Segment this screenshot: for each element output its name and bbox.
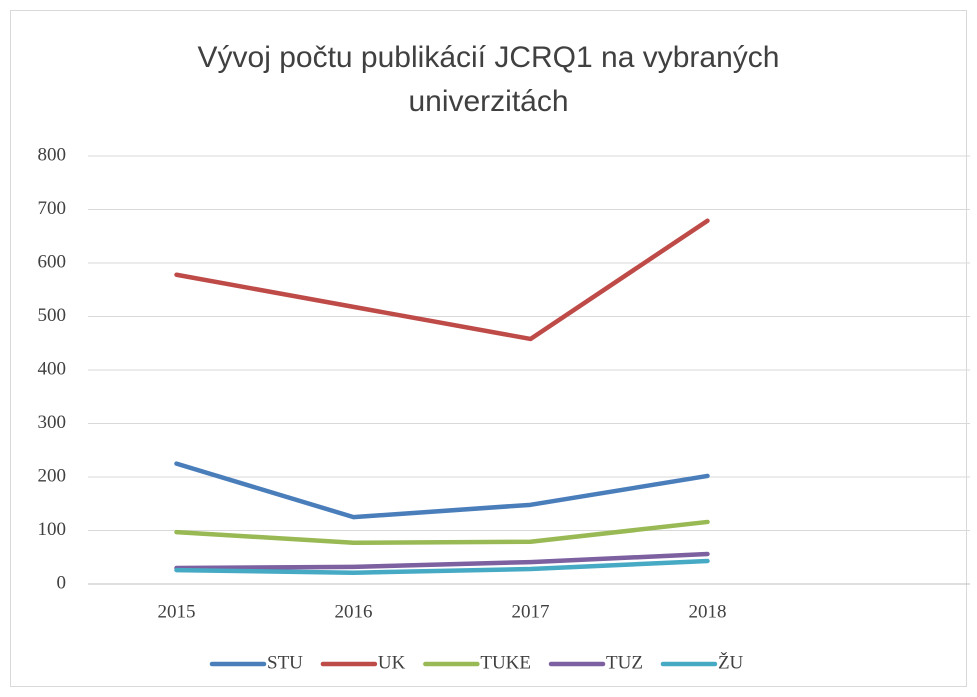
chart-title: Vývoj počtu publikácií JCRQ1 na vybranýc… xyxy=(197,41,780,118)
x-tick-label: 2015 xyxy=(158,601,196,622)
chart-frame xyxy=(10,10,967,687)
legend-label: TUZ xyxy=(606,652,643,673)
legend-label: ŽU xyxy=(718,651,744,673)
series-line xyxy=(174,519,710,546)
legend-label: UK xyxy=(378,652,406,673)
series-line xyxy=(174,558,710,576)
legend-label: STU xyxy=(267,652,303,673)
x-tick-label: 2017 xyxy=(512,601,550,622)
x-tick-label: 2018 xyxy=(689,601,727,622)
y-tick-label: 400 xyxy=(38,358,67,379)
y-tick-label: 700 xyxy=(38,198,67,219)
series-line xyxy=(174,551,710,571)
y-tick-label: 300 xyxy=(38,412,67,433)
y-tick-label: 600 xyxy=(38,251,67,272)
y-tick-label: 500 xyxy=(38,305,67,326)
y-tick-label: 100 xyxy=(38,519,67,540)
y-tick-label: 200 xyxy=(38,465,67,486)
series-line xyxy=(174,461,710,520)
legend-label: TUKE xyxy=(480,652,531,673)
y-tick-label: 0 xyxy=(57,572,67,593)
y-tick-label: 800 xyxy=(38,144,67,165)
x-tick-label: 2016 xyxy=(335,601,373,622)
series-line xyxy=(174,218,710,342)
